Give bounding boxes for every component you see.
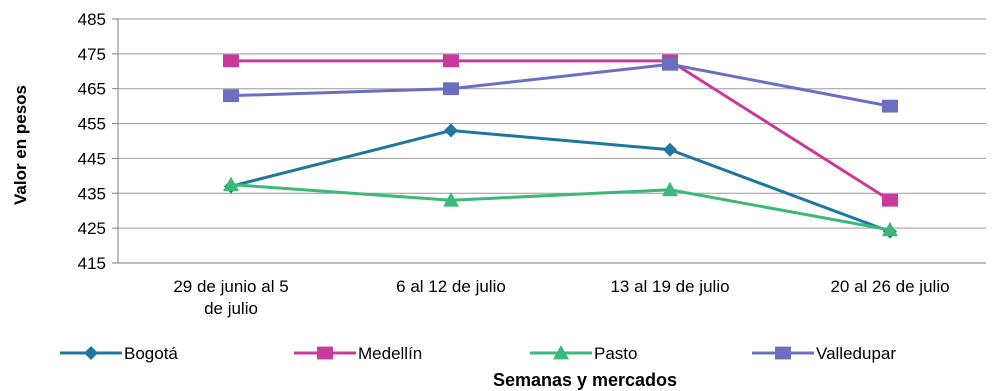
data-point-marker bbox=[775, 346, 791, 360]
data-point-marker bbox=[443, 192, 459, 207]
series-line bbox=[230, 129, 891, 234]
x-tick-label: 20 al 26 de julio bbox=[830, 277, 949, 296]
x-tick-label: 6 al 12 de julio bbox=[396, 277, 506, 296]
legend: Bogotá Medellín Pasto Valledupar bbox=[60, 344, 896, 363]
series-valledupar bbox=[223, 57, 898, 113]
series-line bbox=[230, 183, 891, 232]
legend-item: Pasto bbox=[530, 344, 637, 363]
y-tick-label: 445 bbox=[78, 149, 106, 168]
data-point-marker bbox=[882, 221, 898, 237]
data-point-marker bbox=[882, 99, 898, 113]
data-point-marker bbox=[223, 89, 239, 103]
gridlines bbox=[118, 18, 986, 229]
data-point-marker bbox=[662, 181, 678, 197]
y-tick-label: 455 bbox=[78, 115, 106, 134]
y-tick-label: 425 bbox=[78, 219, 106, 238]
x-axis-label: Semanas y mercados bbox=[493, 370, 677, 390]
y-tick-label: 465 bbox=[78, 80, 106, 99]
series-group bbox=[223, 54, 898, 239]
data-point-marker bbox=[223, 176, 239, 191]
series-pasto bbox=[223, 176, 898, 237]
data-point-marker bbox=[663, 142, 677, 157]
x-axis-ticks: 29 de junio al 5 de julio 6 al 12 de julio… bbox=[173, 277, 949, 318]
y-tick-label: 415 bbox=[78, 254, 106, 273]
legend-item: Medellín bbox=[294, 344, 422, 363]
data-point-marker bbox=[444, 123, 458, 138]
x-tick-label: 13 al 19 de julio bbox=[610, 277, 729, 296]
y-axis-label: Valor en pesos bbox=[11, 85, 30, 205]
data-point-marker bbox=[223, 54, 239, 68]
data-point-marker bbox=[84, 346, 98, 360]
y-tick-label: 475 bbox=[78, 45, 106, 64]
legend-label: Medellín bbox=[358, 344, 422, 363]
data-point-marker bbox=[443, 54, 459, 68]
legend-item: Bogotá bbox=[60, 344, 178, 363]
y-axis-ticks: 415 425 435 445 455 465 475 485 bbox=[78, 10, 118, 273]
series-line bbox=[231, 59, 891, 202]
y-tick-label: 435 bbox=[78, 184, 106, 203]
data-point-marker bbox=[882, 193, 898, 207]
x-tick-label: 29 de junio al 5 de julio bbox=[173, 277, 288, 318]
data-point-marker bbox=[553, 345, 569, 360]
legend-label: Pasto bbox=[594, 344, 637, 363]
data-point-marker bbox=[443, 82, 459, 96]
legend-item: Valledupar bbox=[752, 344, 896, 363]
legend-label: Bogotá bbox=[124, 344, 178, 363]
legend-label: Valledupar bbox=[816, 344, 896, 363]
data-point-marker bbox=[317, 346, 333, 360]
series-line bbox=[230, 62, 891, 108]
data-point-marker bbox=[662, 57, 678, 71]
y-tick-label: 485 bbox=[78, 10, 106, 29]
